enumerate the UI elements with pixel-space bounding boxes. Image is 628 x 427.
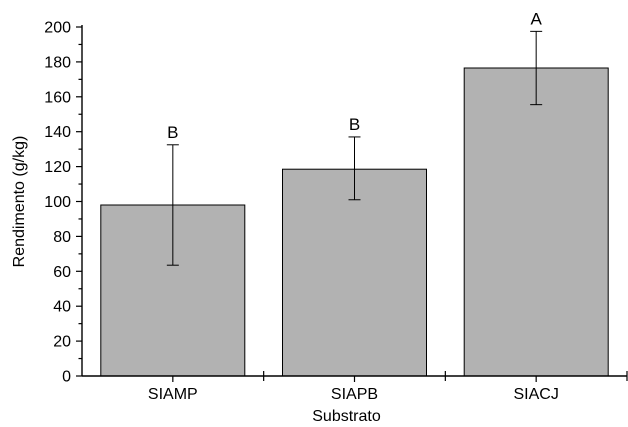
group-letters-layer: B B A xyxy=(167,9,542,141)
x-tick-label-siacj: SIACJ xyxy=(513,386,558,403)
y-tick-label-200: 200 xyxy=(44,20,71,37)
x-axis-title: Substrato xyxy=(312,408,381,425)
y-tick-label-40: 40 xyxy=(53,299,71,316)
x-tick-label-siamp: SIAMP xyxy=(148,386,198,403)
y-ticks-layer: 0 20 40 60 80 100 120 140 160 180 200 xyxy=(44,20,82,386)
x-tick-label-siapb: SIAPB xyxy=(331,386,378,403)
y-tick-label-0: 0 xyxy=(62,369,71,386)
y-tick-label-160: 160 xyxy=(44,89,71,106)
y-tick-label-80: 80 xyxy=(53,229,71,246)
group-letter-siapb: B xyxy=(349,115,360,134)
x-ticks-layer: SIAMP SIAPB SIACJ xyxy=(148,371,628,403)
bar-siapb xyxy=(282,168,427,377)
y-tick-label-100: 100 xyxy=(44,194,71,211)
y-axis-title: Rendimento (g/kg) xyxy=(11,136,28,268)
group-letter-siacj: A xyxy=(530,9,542,28)
error-bars-layer xyxy=(166,30,543,266)
y-tick-label-180: 180 xyxy=(44,54,71,71)
y-tick-label-20: 20 xyxy=(53,334,71,351)
y-tick-label-120: 120 xyxy=(44,159,71,176)
y-tick-label-60: 60 xyxy=(53,264,71,281)
y-tick-label-140: 140 xyxy=(44,124,71,141)
group-letter-siamp: B xyxy=(167,123,178,142)
bar-siacj xyxy=(463,67,609,377)
